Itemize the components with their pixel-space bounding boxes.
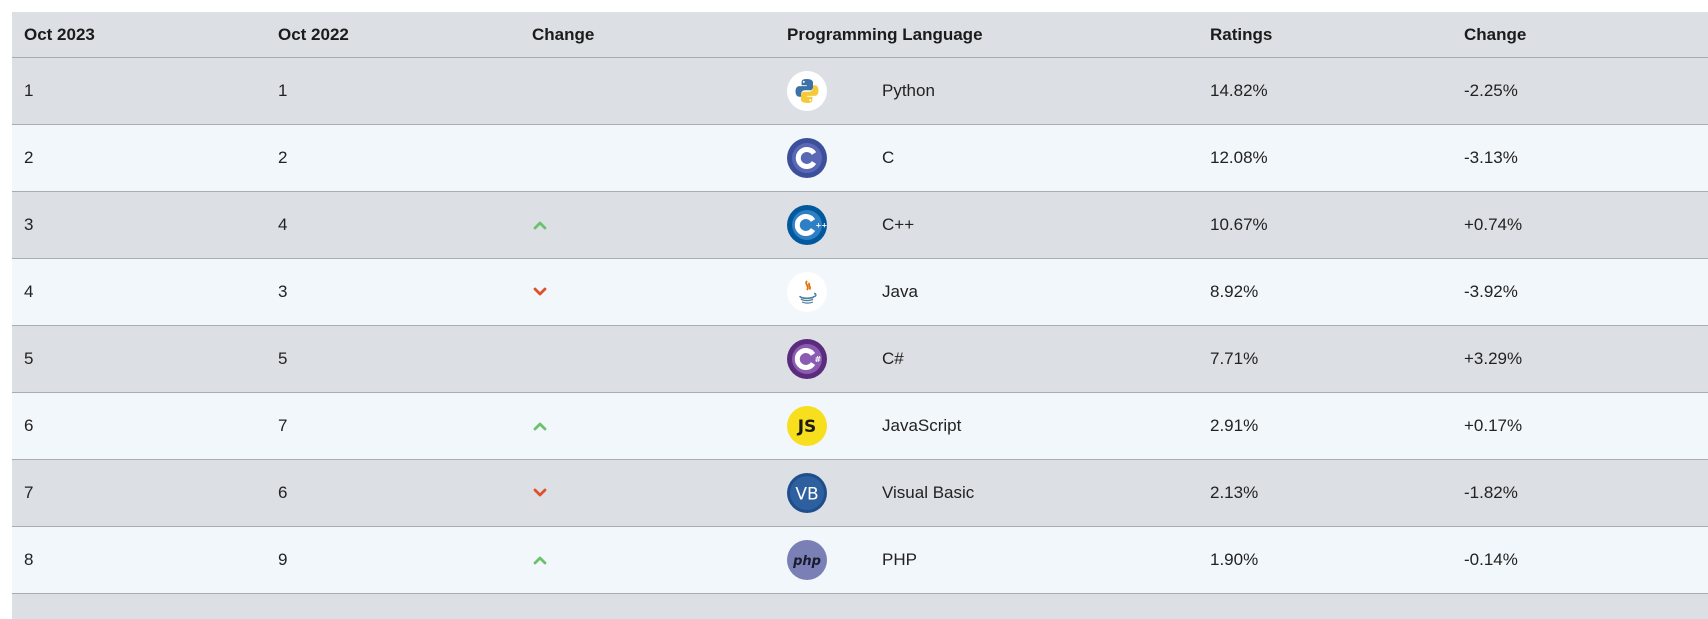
rank-oct-2023: 6 — [24, 416, 34, 435]
table-row: 3 4 ++ C++ 10.67% +0.74% — [12, 192, 1708, 259]
rating-change-value: -2.25% — [1464, 81, 1518, 100]
rating-change-value: +3.29% — [1464, 349, 1523, 368]
rank-oct-2022: 1 — [278, 81, 288, 100]
visual-basic-icon: VB — [787, 473, 827, 513]
cpp-icon: ++ — [787, 205, 827, 245]
table-row: 6 7 JS JavaScript 2.91% +0.17% — [12, 393, 1708, 460]
rank-oct-2023: 2 — [24, 148, 34, 167]
rating-value: 1.90% — [1210, 550, 1259, 569]
rank-change-cell — [532, 326, 782, 392]
header-rank-change: Change — [532, 24, 595, 44]
rating-change-value: -1.82% — [1464, 483, 1518, 502]
table-row: 8 9 php PHP 1.90% -0.14% — [12, 527, 1708, 594]
header-oct-2022: Oct 2022 — [278, 24, 349, 44]
rank-change-cell — [532, 192, 782, 258]
table-row-partial — [12, 594, 1708, 619]
header-ratings: Ratings — [1210, 24, 1273, 44]
c-icon — [787, 138, 827, 178]
rating-value: 8.92% — [1210, 282, 1259, 301]
rating-change-value: -3.13% — [1464, 148, 1518, 167]
header-oct-2023: Oct 2023 — [24, 24, 95, 44]
svg-text:php: php — [792, 554, 821, 569]
rank-oct-2022: 3 — [278, 282, 288, 301]
rank-up-icon — [532, 420, 548, 432]
table-row: 5 5 # C# 7.71% +3.29% — [12, 326, 1708, 393]
language-name: Python — [882, 81, 935, 100]
csharp-icon: # — [787, 339, 827, 379]
language-name: Java — [882, 282, 918, 301]
rank-change-cell — [532, 259, 782, 325]
rating-change-value: -0.14% — [1464, 550, 1518, 569]
rank-oct-2023: 1 — [24, 81, 34, 100]
rating-value: 12.08% — [1210, 148, 1268, 167]
rank-oct-2023: 7 — [24, 483, 34, 502]
rating-value: 14.82% — [1210, 81, 1268, 100]
python-icon — [787, 71, 827, 111]
rank-change-cell — [532, 393, 782, 459]
language-name: C — [882, 148, 895, 167]
rating-change-value: +0.17% — [1464, 416, 1523, 435]
table-row: 4 3 Java 8.92% -3.92% — [12, 259, 1708, 326]
svg-text:#: # — [815, 355, 822, 364]
rank-oct-2022: 5 — [278, 349, 288, 368]
language-name: JavaScript — [882, 416, 962, 435]
language-name: PHP — [882, 550, 917, 569]
rank-down-icon — [532, 487, 548, 499]
rating-change-value: -3.92% — [1464, 282, 1518, 301]
rank-down-icon — [532, 286, 548, 298]
rank-oct-2022: 4 — [278, 215, 288, 234]
rank-change-cell — [532, 527, 782, 593]
svg-text:++: ++ — [816, 222, 828, 230]
rank-oct-2023: 4 — [24, 282, 34, 301]
rank-up-icon — [532, 219, 548, 231]
rating-change-value: +0.74% — [1464, 215, 1523, 234]
svg-text:VB: VB — [795, 485, 818, 505]
header-programming-language: Programming Language — [787, 24, 983, 44]
rating-value: 2.13% — [1210, 483, 1259, 502]
svg-text:JS: JS — [797, 417, 817, 437]
rank-oct-2023: 3 — [24, 215, 34, 234]
rank-change-cell — [532, 125, 782, 191]
php-icon: php — [787, 540, 827, 580]
rank-up-icon — [532, 554, 548, 566]
rating-value: 10.67% — [1210, 215, 1268, 234]
tiobe-index-table: Oct 2023 Oct 2022 Change Programming Lan… — [12, 12, 1708, 619]
rating-value: 7.71% — [1210, 349, 1259, 368]
table-row: 2 2 C 12.08% -3.13% — [12, 125, 1708, 192]
header-rating-change: Change — [1464, 24, 1527, 44]
java-icon — [787, 272, 827, 312]
javascript-icon: JS — [787, 406, 827, 446]
rating-value: 2.91% — [1210, 416, 1259, 435]
rank-oct-2023: 8 — [24, 550, 34, 569]
table-header: Oct 2023 Oct 2022 Change Programming Lan… — [12, 12, 1708, 58]
rank-oct-2022: 6 — [278, 483, 288, 502]
rank-oct-2022: 7 — [278, 416, 288, 435]
language-name: Visual Basic — [882, 483, 975, 502]
rank-oct-2023: 5 — [24, 349, 34, 368]
language-name: C# — [882, 349, 904, 368]
table-row: 7 6 VB Visual Basic 2.13% -1.82% — [12, 460, 1708, 527]
rank-change-cell — [532, 58, 782, 124]
language-name: C++ — [882, 215, 915, 234]
table-row: 1 1 Python 14.82% -2.25% — [12, 58, 1708, 125]
rank-oct-2022: 9 — [278, 550, 288, 569]
rank-oct-2022: 2 — [278, 148, 288, 167]
rank-change-cell — [532, 460, 782, 526]
